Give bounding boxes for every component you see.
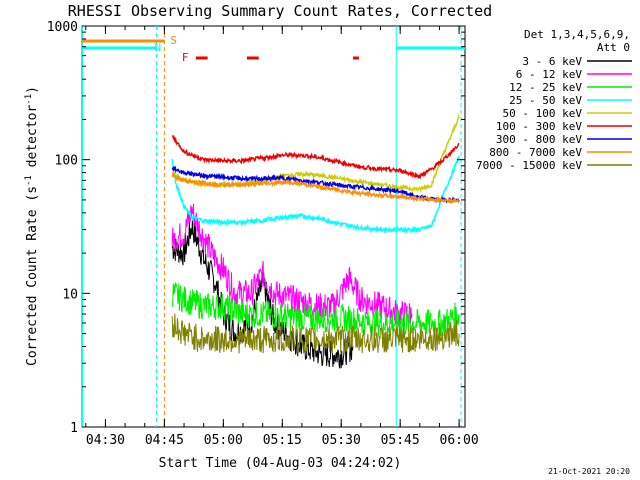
flag-bar-f-3 (195, 56, 208, 60)
legend-label-0: 3 - 6 keV (522, 55, 582, 68)
series-line-5 (171, 134, 460, 180)
x-axis-label: Start Time (04-Aug-03 04:24:02) (159, 456, 402, 471)
y-axis-label-part1: Corrected Count Rate (s (25, 186, 40, 366)
series-line-3 (171, 156, 460, 234)
x-tick-label-2: 05:00 (204, 433, 243, 448)
series-line-8 (171, 313, 460, 355)
legend-header-line1: Det 1,3,4,5,6,9, (524, 28, 630, 41)
x-tick-label-3: 05:15 (263, 433, 302, 448)
x-tick-label-1: 04:45 (145, 433, 184, 448)
y-tick-label-3: 1000 (47, 20, 78, 35)
y-axis-label-sup2: -1 (24, 94, 34, 105)
flag-bar-n-2 (396, 46, 465, 50)
x-tick-label-5: 05:45 (381, 433, 420, 448)
chart-title: RHESSI Observing Summary Count Rates, Co… (68, 2, 492, 20)
y-axis-label-sup1: -1 (24, 175, 34, 186)
vertical-markers (81, 26, 462, 427)
y-axis: 1 10 100 1000 (47, 20, 465, 436)
plot-frame (81, 25, 466, 428)
x-tick-label-4: 05:30 (322, 433, 361, 448)
flag-bars: SN F (82, 34, 465, 64)
series-line-4 (171, 113, 460, 193)
x-tick-label-0: 04:30 (86, 433, 125, 448)
y-tick-label-0: 1 (70, 421, 78, 436)
legend-label-1: 6 - 12 keV (516, 68, 583, 81)
y-axis-label-part2: detector (25, 105, 40, 176)
legend-label-5: 100 - 300 keV (496, 120, 582, 133)
generation-timestamp: 21-Oct-2021 20:20 (548, 467, 630, 476)
x-tick-label-6: 06:00 (440, 433, 479, 448)
series-lines (171, 113, 460, 369)
legend-header-line2: Att 0 (597, 41, 630, 54)
series-line-6 (171, 166, 460, 204)
legend-label-2: 12 - 25 keV (509, 81, 582, 94)
y-axis-label-part3: ) (25, 86, 40, 94)
flag-bar-n-1 (82, 46, 157, 50)
flag-label-f: F (182, 51, 189, 64)
y-tick-label-1: 10 (62, 287, 78, 302)
series-line-7 (171, 172, 460, 205)
flag-label-s: S (170, 34, 177, 47)
flag-label-n: N (155, 41, 162, 54)
flag-bar-f-4 (246, 56, 259, 60)
y-tick-label-2: 100 (55, 154, 78, 169)
legend-label-7: 800 - 7000 keV (489, 146, 582, 159)
y-axis-label: Corrected Count Rate (s-1 detector-1) (24, 86, 40, 366)
x-axis: 04:30 04:45 05:00 05:15 05:30 05:45 06:00 (85, 26, 479, 448)
legend-label-6: 300 - 800 keV (496, 133, 582, 146)
legend-label-8: 7000 - 15000 keV (476, 159, 582, 172)
flag-bar-s-0 (82, 39, 165, 43)
plot-area: SN F (81, 25, 466, 428)
series-line-2 (171, 282, 460, 337)
legend-label-3: 25 - 50 keV (509, 94, 582, 107)
legend-label-4: 50 - 100 keV (503, 107, 583, 120)
flag-bar-f-5 (353, 56, 359, 60)
